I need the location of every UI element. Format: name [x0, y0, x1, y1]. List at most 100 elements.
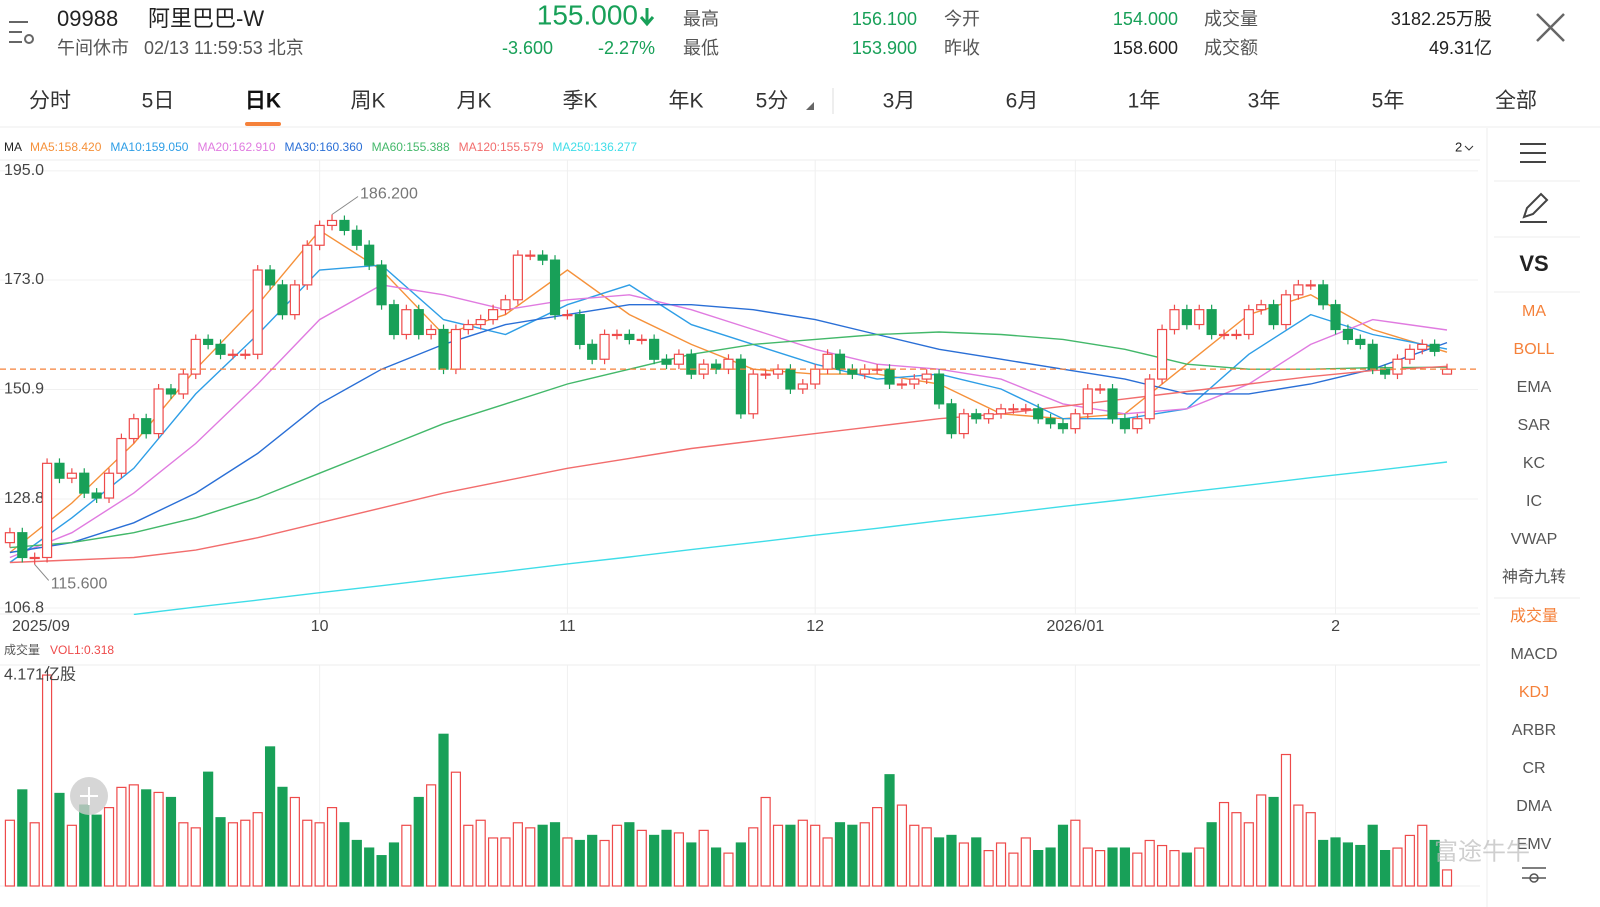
candle-body — [760, 373, 771, 376]
candle-body — [995, 408, 1007, 415]
period-tab[interactable]: 全部 — [1495, 90, 1537, 113]
stat-value: 156.100 — [852, 9, 917, 29]
volume-bar — [649, 834, 660, 887]
volume-bar — [1008, 852, 1019, 887]
candle-body — [438, 328, 449, 370]
indicator-button[interactable]: KDJ — [1519, 684, 1549, 701]
vs-button[interactable]: VS — [1519, 251, 1548, 276]
volume-bar — [921, 827, 932, 887]
volume-bar — [1206, 822, 1217, 887]
period-tab[interactable]: 3年 — [1248, 90, 1281, 113]
period-tab[interactable]: 季K — [562, 90, 597, 113]
indicator-button[interactable]: 神奇九转 — [1502, 568, 1566, 586]
volume-bar — [326, 807, 338, 887]
period-tab[interactable]: 周K — [350, 90, 385, 113]
indicator-button[interactable]: EMA — [1517, 379, 1552, 396]
period-tab[interactable]: 月K — [456, 90, 491, 113]
candle-body — [983, 413, 994, 420]
candle-body — [264, 269, 276, 286]
indicator-button[interactable]: KC — [1523, 455, 1545, 472]
volume-bar — [79, 804, 90, 887]
volume-bar — [190, 827, 201, 887]
candle-body — [958, 413, 969, 435]
settings-icon[interactable] — [1522, 867, 1546, 883]
close-button[interactable] — [1536, 13, 1565, 42]
volume-bar — [1218, 801, 1230, 887]
period-tab[interactable]: 3月 — [883, 90, 916, 113]
volume-bar — [41, 674, 53, 887]
indicator-button[interactable]: ARBR — [1512, 722, 1556, 739]
stat-value: 158.600 — [1113, 38, 1178, 58]
indicator-button[interactable]: MACD — [1510, 646, 1557, 663]
period-tab[interactable]: 6月 — [1006, 90, 1039, 113]
period-tab[interactable]: 5日 — [142, 90, 175, 113]
volume-bar — [1057, 824, 1069, 887]
candle-body — [1218, 333, 1230, 337]
indicator-button[interactable]: VWAP — [1511, 531, 1558, 548]
indicator-button[interactable]: IC — [1526, 493, 1542, 510]
candle-body — [475, 318, 486, 326]
volume-bar — [723, 852, 734, 887]
volume-bar — [624, 822, 635, 887]
indicator-button[interactable]: CR — [1522, 760, 1545, 777]
period-tab[interactable]: 5分 — [756, 90, 789, 113]
volume-bar — [859, 822, 870, 887]
volume-bar — [810, 824, 821, 887]
volume-bar — [971, 837, 982, 887]
candle-body — [1020, 408, 1031, 411]
candle-body — [624, 333, 635, 341]
candle-body — [1417, 343, 1428, 350]
candle-body — [1033, 408, 1044, 420]
volume-bar — [1045, 847, 1056, 887]
indicator-button[interactable]: 成交量 — [1510, 607, 1558, 625]
volume-bar — [847, 824, 858, 887]
period-tab[interactable]: 5年 — [1372, 90, 1405, 113]
ma-line — [9, 284, 1448, 559]
indicator-button[interactable]: SAR — [1518, 417, 1551, 434]
candle-body — [1379, 368, 1391, 375]
indicator-button[interactable]: EMV — [1517, 836, 1552, 853]
y-tick-label: 173.0 — [4, 271, 44, 288]
period-tab[interactable]: 日K — [245, 90, 281, 113]
indicator-button[interactable]: DMA — [1516, 798, 1552, 815]
volume-bar — [1441, 869, 1453, 887]
candle-body — [1082, 388, 1093, 415]
add-button[interactable] — [70, 777, 108, 815]
period-tab[interactable]: 分时 — [29, 90, 71, 113]
volume-bar — [673, 832, 685, 887]
candle-body — [1280, 294, 1292, 326]
volume-bar — [1181, 852, 1192, 887]
volume-title: 成交量 — [4, 642, 40, 657]
period-tab[interactable]: 年K — [668, 90, 703, 113]
volume-bar — [277, 786, 288, 887]
y-tick-label: 128.8 — [4, 490, 44, 507]
volume-bar — [760, 796, 771, 887]
candle-body — [859, 368, 870, 375]
period-selector[interactable]: 2 — [1455, 139, 1462, 154]
menu-icon[interactable] — [9, 21, 34, 44]
indicator-button[interactable]: BOLL — [1514, 341, 1555, 358]
candle-body — [512, 254, 523, 301]
volume-bar — [1144, 839, 1155, 887]
indicator-button[interactable]: MA — [1522, 303, 1546, 320]
list-icon[interactable] — [1520, 143, 1546, 163]
candle-body — [426, 328, 437, 336]
candle-body — [636, 338, 647, 342]
candle-body — [1231, 333, 1242, 337]
candle-body — [562, 314, 573, 317]
period-tab[interactable]: 1年 — [1128, 90, 1161, 113]
volume-bar — [1169, 849, 1180, 887]
draw-icon[interactable] — [1520, 192, 1549, 223]
candle-body — [1305, 284, 1316, 287]
y-tick-label: 150.9 — [4, 381, 44, 398]
candle-body — [909, 378, 920, 385]
candle-body — [1095, 388, 1106, 391]
candle-body — [549, 259, 561, 316]
volume-bar — [351, 839, 362, 887]
volume-bar — [1293, 804, 1304, 887]
volume-bar — [4, 819, 16, 887]
volume-bar — [165, 796, 177, 887]
chevron — [1464, 145, 1474, 151]
volume-tick-label: 4.171亿股 — [4, 665, 76, 683]
volume-bar — [388, 842, 400, 887]
